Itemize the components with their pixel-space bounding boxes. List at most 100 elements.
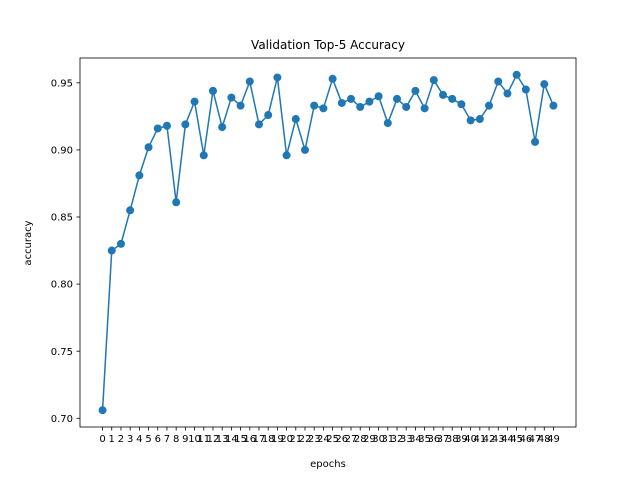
x-tick-label: 0 xyxy=(99,434,105,445)
x-tick-label: 31 xyxy=(381,434,394,445)
x-tick-label: 32 xyxy=(391,434,404,445)
x-tick-label: 41 xyxy=(473,434,486,445)
data-point xyxy=(328,74,337,83)
data-point xyxy=(181,120,190,129)
data-point xyxy=(208,86,217,95)
data-point xyxy=(374,92,383,101)
y-tick-label: 0.80 xyxy=(51,280,73,291)
x-tick-label: 13 xyxy=(216,434,229,445)
data-point xyxy=(420,104,429,113)
data-point xyxy=(254,120,263,129)
x-tick-label: 22 xyxy=(299,434,312,445)
x-tick-label: 9 xyxy=(182,434,188,445)
data-point xyxy=(218,123,227,132)
x-tick-label: 8 xyxy=(173,434,179,445)
y-tick-label: 0.75 xyxy=(51,347,73,358)
x-tick-label: 27 xyxy=(345,434,358,445)
x-tick-label: 17 xyxy=(253,434,266,445)
x-tick-label: 1 xyxy=(109,434,115,445)
x-tick-label: 10 xyxy=(188,434,201,445)
x-tick-label: 35 xyxy=(418,434,431,445)
x-tick-label: 26 xyxy=(335,434,348,445)
x-tick-label: 30 xyxy=(372,434,385,445)
x-tick-label: 34 xyxy=(409,434,422,445)
data-point xyxy=(383,119,392,128)
data-point xyxy=(549,101,558,110)
data-point xyxy=(107,246,116,255)
x-tick-label: 45 xyxy=(510,434,523,445)
data-point xyxy=(365,97,374,106)
data-point xyxy=(162,121,171,130)
data-point xyxy=(356,102,365,111)
x-tick-label: 23 xyxy=(308,434,321,445)
x-tick-label: 33 xyxy=(400,434,413,445)
data-point xyxy=(236,101,245,110)
data-point xyxy=(475,115,484,124)
x-axis-ticks: 0 1 2 3 4 5 6 7 8 9 101112131415161718192021222324… xyxy=(99,427,560,445)
data-point xyxy=(521,85,530,94)
data-point xyxy=(116,239,125,248)
data-point xyxy=(199,151,208,160)
x-tick-label: 2 xyxy=(118,434,124,445)
y-axis-label: accuracy xyxy=(23,220,34,265)
x-tick-label: 37 xyxy=(437,434,450,445)
data-point xyxy=(98,406,107,415)
data-point xyxy=(439,90,448,99)
data-point xyxy=(310,101,319,110)
data-point xyxy=(448,94,457,103)
data-point xyxy=(282,151,291,160)
x-tick-label: 43 xyxy=(492,434,505,445)
x-tick-label: 42 xyxy=(483,434,496,445)
data-point xyxy=(300,145,309,154)
x-tick-label: 48 xyxy=(538,434,551,445)
x-tick-label: 4 xyxy=(136,434,142,445)
axes-frame xyxy=(79,57,577,428)
data-point xyxy=(291,115,300,124)
x-tick-label: 12 xyxy=(207,434,220,445)
plot-area: 0 1 2 3 4 5 6 7 8 9 101112131415161718192021222324… xyxy=(51,57,577,445)
data-point xyxy=(126,206,135,215)
data-point xyxy=(531,137,540,146)
data-point xyxy=(153,124,162,133)
data-point xyxy=(494,77,503,86)
y-tick-label: 0.85 xyxy=(51,213,73,224)
data-point xyxy=(512,70,521,79)
data-point xyxy=(190,97,199,106)
x-axis-label: epochs xyxy=(310,459,346,470)
y-tick-label: 0.95 xyxy=(51,78,73,89)
data-point xyxy=(319,104,328,113)
x-tick-label: 46 xyxy=(519,434,532,445)
x-tick-label: 38 xyxy=(446,434,459,445)
x-tick-label: 40 xyxy=(464,434,477,445)
x-tick-label: 36 xyxy=(427,434,440,445)
x-tick-label: 21 xyxy=(289,434,302,445)
data-point xyxy=(135,171,144,180)
x-tick-label: 11 xyxy=(197,434,210,445)
data-point xyxy=(245,77,254,86)
x-tick-label: 49 xyxy=(547,434,560,445)
x-tick-label: 18 xyxy=(262,434,275,445)
x-tick-label: 47 xyxy=(529,434,542,445)
y-tick-label: 0.90 xyxy=(51,146,73,157)
data-point xyxy=(347,94,356,103)
y-axis-ticks: 0.70 0.75 0.80 0.85 0.90 0.95 xyxy=(51,78,80,425)
x-tick-label: 3 xyxy=(127,434,133,445)
data-point xyxy=(227,93,236,102)
data-point xyxy=(485,101,494,110)
data-point xyxy=(172,198,181,207)
data-point xyxy=(273,73,282,82)
x-tick-label: 15 xyxy=(234,434,247,445)
x-tick-label: 7 xyxy=(164,434,170,445)
x-tick-label: 25 xyxy=(326,434,339,445)
data-point xyxy=(503,89,512,98)
y-tick-label: 0.70 xyxy=(51,414,73,425)
x-tick-label: 44 xyxy=(501,434,514,445)
series-points xyxy=(98,70,558,415)
data-point xyxy=(411,86,420,95)
data-point xyxy=(264,111,273,120)
x-tick-label: 29 xyxy=(363,434,376,445)
x-tick-label: 20 xyxy=(280,434,293,445)
data-point xyxy=(402,102,411,111)
